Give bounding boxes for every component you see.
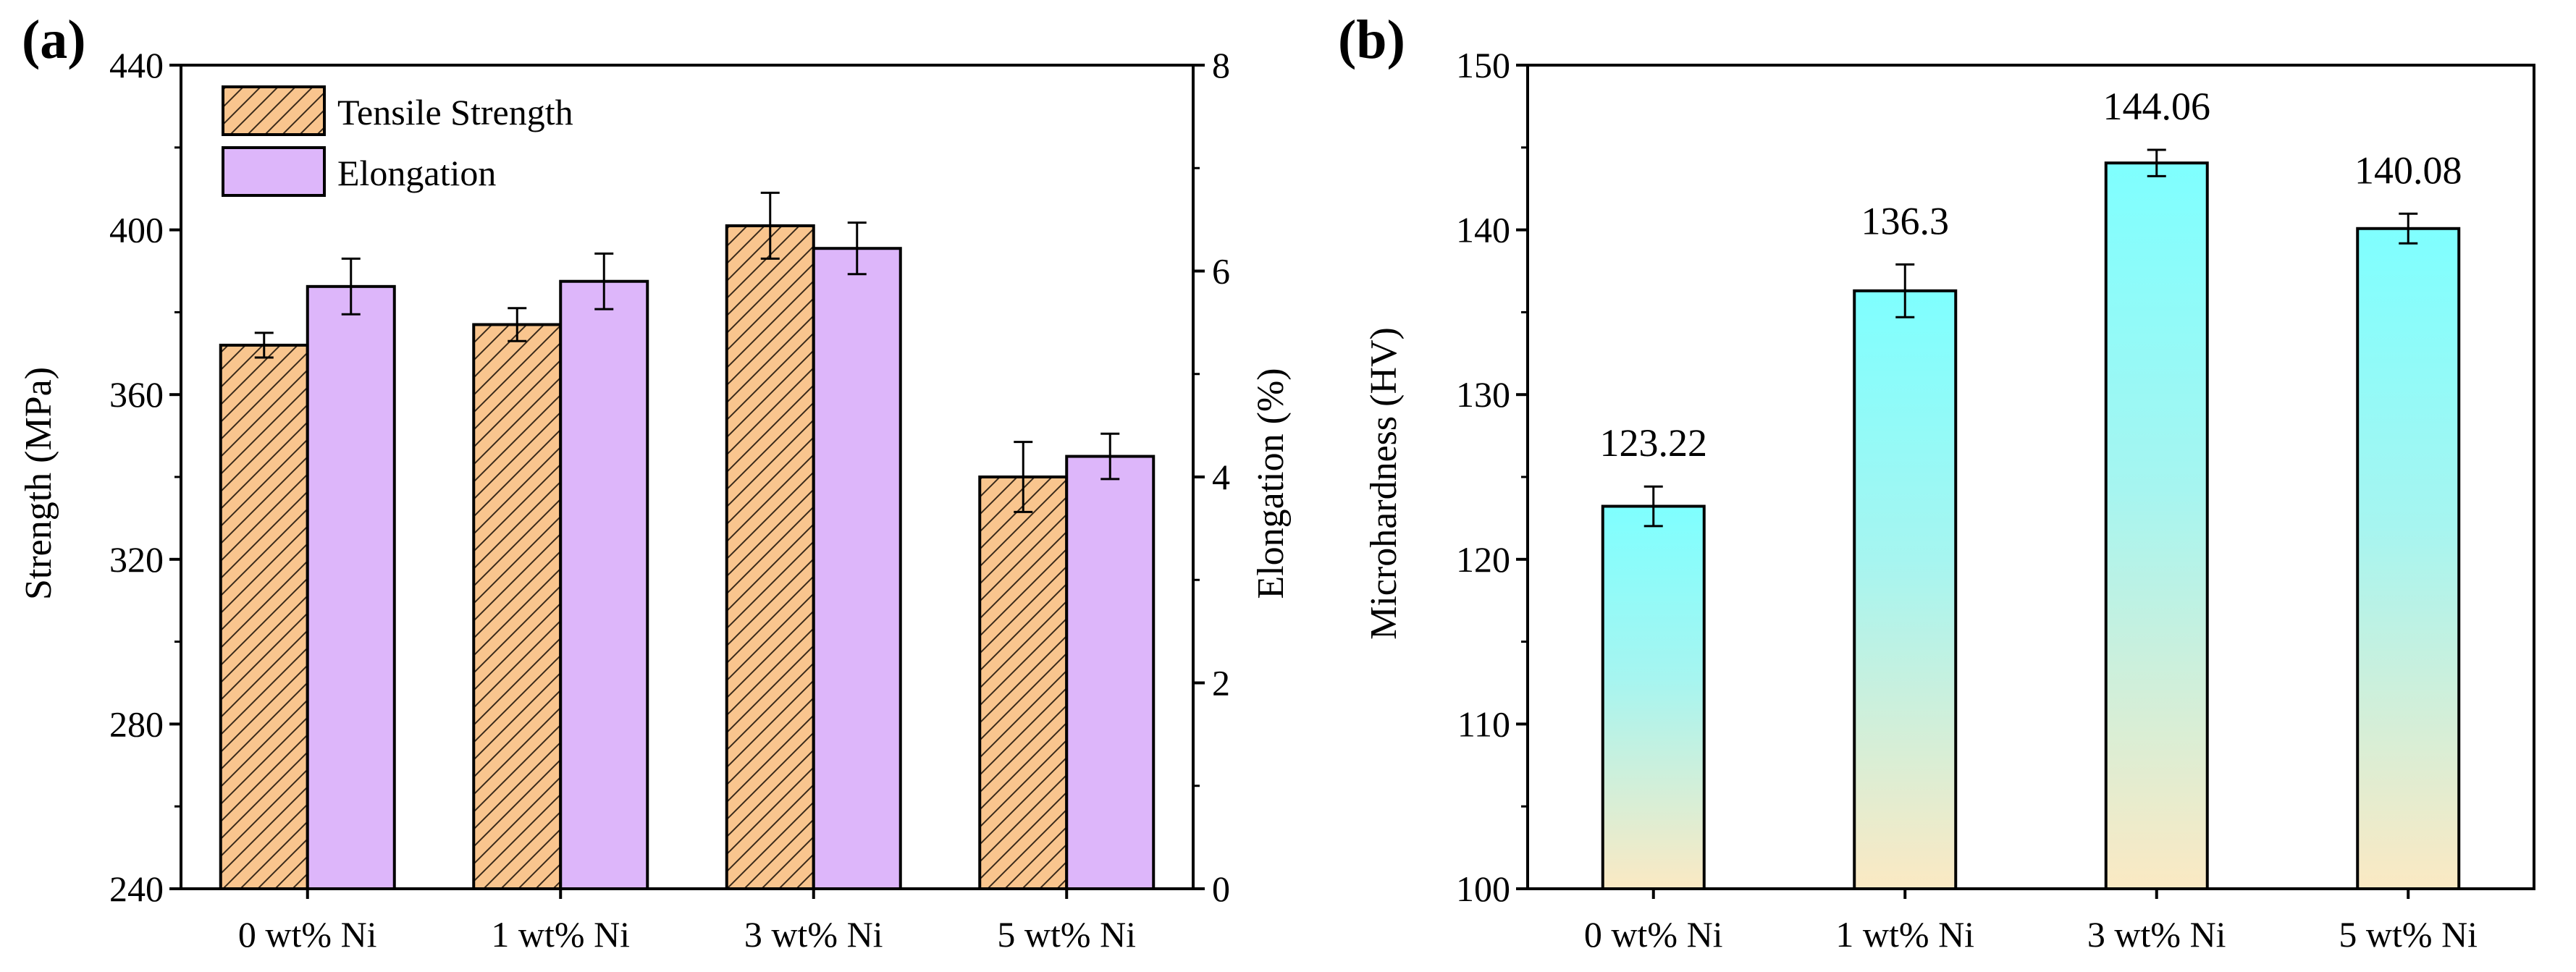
data-label-microhardness: 136.3 [1861, 199, 1950, 242]
bar-microhardness [2356, 227, 2461, 891]
y2-tick-label: 8 [1212, 45, 1230, 85]
bar-tensile-strength [219, 343, 309, 891]
y2-tick-label: 2 [1212, 663, 1230, 703]
errorbar-microhardness [1895, 263, 1915, 318]
panel-a-legend: Tensile Strength Elongation [222, 85, 573, 197]
panel-a-y2label: Elongation (%) [1250, 368, 1292, 599]
y2-tick-label: 6 [1212, 251, 1230, 292]
errorbar-tensile-strength [1014, 441, 1033, 513]
bar-tensile-strength [472, 323, 563, 891]
x-tick-label: 3 wt% Ni [2087, 914, 2226, 955]
y-tick-label: 320 [109, 539, 164, 580]
errorbar-tensile-strength [508, 307, 527, 342]
bar-elongation [1065, 455, 1156, 890]
x-tick-label: 3 wt% Ni [744, 914, 883, 955]
errorbar-microhardness [2399, 212, 2418, 245]
panel-a-chart: (a) Strength (MPa) Elongation (%) 0 wt% … [18, 9, 1292, 955]
x-tick-label: 1 wt% Ni [491, 914, 630, 955]
errorbar-elongation [847, 221, 867, 276]
errorbar-tensile-strength [760, 191, 780, 260]
data-label-microhardness: 123.22 [1600, 421, 1708, 465]
legend-swatch-elongation [222, 146, 326, 197]
y-tick-label: 140 [1456, 210, 1510, 250]
panel-a-label: (a) [22, 9, 86, 70]
y2-tick-label: 0 [1212, 869, 1230, 909]
legend-label-elongation: Elongation [337, 153, 496, 193]
data-label-microhardness: 144.06 [2103, 85, 2211, 128]
data-label-microhardness: 140.08 [2354, 148, 2462, 192]
bar-elongation [306, 284, 396, 890]
y-tick-label: 280 [109, 703, 164, 744]
bar-microhardness [1601, 504, 1706, 890]
bar-microhardness [1853, 289, 1958, 890]
panel-b-ylabel: Microhardness (HV) [1363, 327, 1405, 640]
x-tick-label: 0 wt% Ni [1584, 914, 1723, 955]
bar-microhardness [2104, 161, 2209, 890]
x-tick-label: 5 wt% Ni [997, 914, 1136, 955]
y-tick-label: 130 [1456, 374, 1510, 415]
y-tick-label: 360 [109, 374, 164, 415]
errorbar-elongation [1100, 432, 1120, 481]
errorbar-microhardness [2147, 148, 2166, 177]
bar-elongation [559, 279, 649, 891]
x-tick-label: 5 wt% Ni [2339, 914, 2478, 955]
y2-tick-label: 4 [1212, 457, 1230, 497]
bar-tensile-strength [978, 476, 1069, 890]
errorbar-elongation [594, 252, 614, 310]
bar-tensile-strength [725, 224, 815, 891]
y-tick-label: 110 [1457, 703, 1510, 744]
y-tick-label: 240 [109, 869, 164, 909]
y-tick-label: 400 [109, 210, 164, 250]
y-tick-label: 120 [1456, 539, 1510, 580]
errorbar-microhardness [1643, 485, 1663, 528]
y-tick-label: 440 [109, 45, 164, 85]
y-tick-label: 100 [1456, 869, 1510, 909]
x-tick-label: 1 wt% Ni [1835, 914, 1974, 955]
bar-elongation [812, 247, 902, 890]
panel-b-chart: (b) Microhardness (HV) 123.22 136.3 144.06… [1338, 9, 2535, 955]
errorbar-tensile-strength [254, 331, 274, 359]
x-tick-label: 0 wt% Ni [238, 914, 377, 955]
panel-b-label: (b) [1338, 9, 1405, 70]
panel-a-ylabel: Strength (MPa) [18, 367, 59, 600]
legend-swatch-tensile [222, 85, 326, 136]
y-tick-label: 150 [1456, 45, 1510, 85]
errorbar-elongation [341, 257, 361, 316]
legend-label-tensile: Tensile Strength [337, 92, 573, 132]
